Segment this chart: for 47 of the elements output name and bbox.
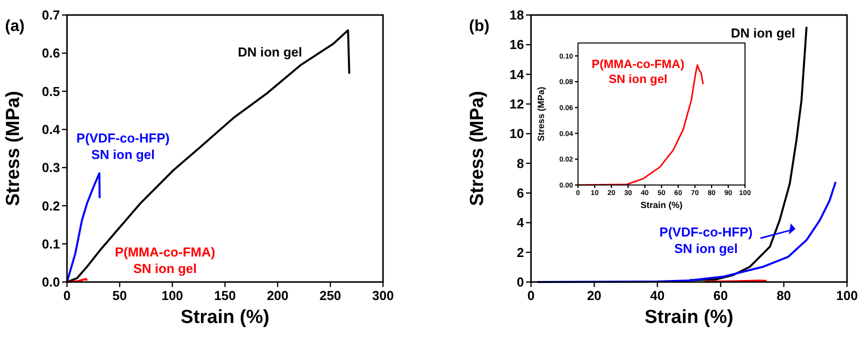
y-tick-label: 18 xyxy=(510,8,524,23)
y-tick-label: 14 xyxy=(510,66,525,82)
x-tick-label: 80 xyxy=(776,288,792,303)
y-tick-label: 0.0 xyxy=(42,274,60,290)
y-axis-title: Stress (MPa) xyxy=(536,86,546,142)
x-tick-label: 300 xyxy=(372,288,394,303)
y-tick-label: 8 xyxy=(516,156,524,171)
y-tick-label: 0.4 xyxy=(42,122,61,137)
x-tick-label: 60 xyxy=(713,288,728,303)
series-label: P(MMA-co-FMA) SN ion gel xyxy=(592,57,684,86)
y-tick-label: 4 xyxy=(516,215,525,230)
x-tick-label: 100 xyxy=(836,288,858,303)
text: P(MMA-co-FMA) SN ion gel xyxy=(114,244,216,276)
y-tick-label: 0.7 xyxy=(42,8,60,23)
x-tick-label: 100 xyxy=(161,288,184,303)
x-tick-label: 150 xyxy=(214,288,236,303)
y-tick-label: 16 xyxy=(510,37,524,52)
y-tick-label: 6 xyxy=(516,186,524,201)
x-tick-label: 250 xyxy=(319,288,342,303)
y-axis-title: Stress (MPa) xyxy=(467,90,488,206)
y-tick-label: 0.5 xyxy=(42,84,60,99)
x-tick-label: 200 xyxy=(266,288,289,303)
line-series xyxy=(66,172,101,283)
x-axis-title: Strain (%) xyxy=(640,200,683,210)
x-axis-title: Strain (%) xyxy=(180,307,270,328)
y-tick-label: 0.2 xyxy=(42,198,60,214)
chart-title: (b) xyxy=(469,18,490,35)
series-label: P(VDF-co-HFP) SN ion gel xyxy=(76,130,170,162)
x-tick-label: 0 xyxy=(63,288,71,303)
x-tick-label: 0 xyxy=(527,288,535,303)
series-label: DN ion gel xyxy=(238,44,302,60)
y-tick-label: 0 xyxy=(516,274,524,290)
chart-title: (a) xyxy=(5,18,25,35)
legend-label: P(VDF-co-HFP) SN ion gel xyxy=(659,224,753,256)
x-tick-label: 20 xyxy=(586,288,602,303)
x-axis-title: Strain (%) xyxy=(644,307,734,328)
y-tick-label: 2 xyxy=(516,244,524,260)
x-tick-label: 40 xyxy=(650,288,665,303)
y-tick-label: 10 xyxy=(510,126,524,142)
y-tick-label: 0.3 xyxy=(42,160,60,176)
series-label: DN ion gel xyxy=(730,26,796,41)
y-axis-title: Stress (MPa) xyxy=(3,90,24,206)
line-series xyxy=(536,180,837,283)
y-tick-label: 0.6 xyxy=(42,46,60,61)
y-tick-label: 12 xyxy=(510,96,524,112)
x-tick-label: 50 xyxy=(112,288,127,303)
y-tick-label: 0.1 xyxy=(42,236,60,252)
